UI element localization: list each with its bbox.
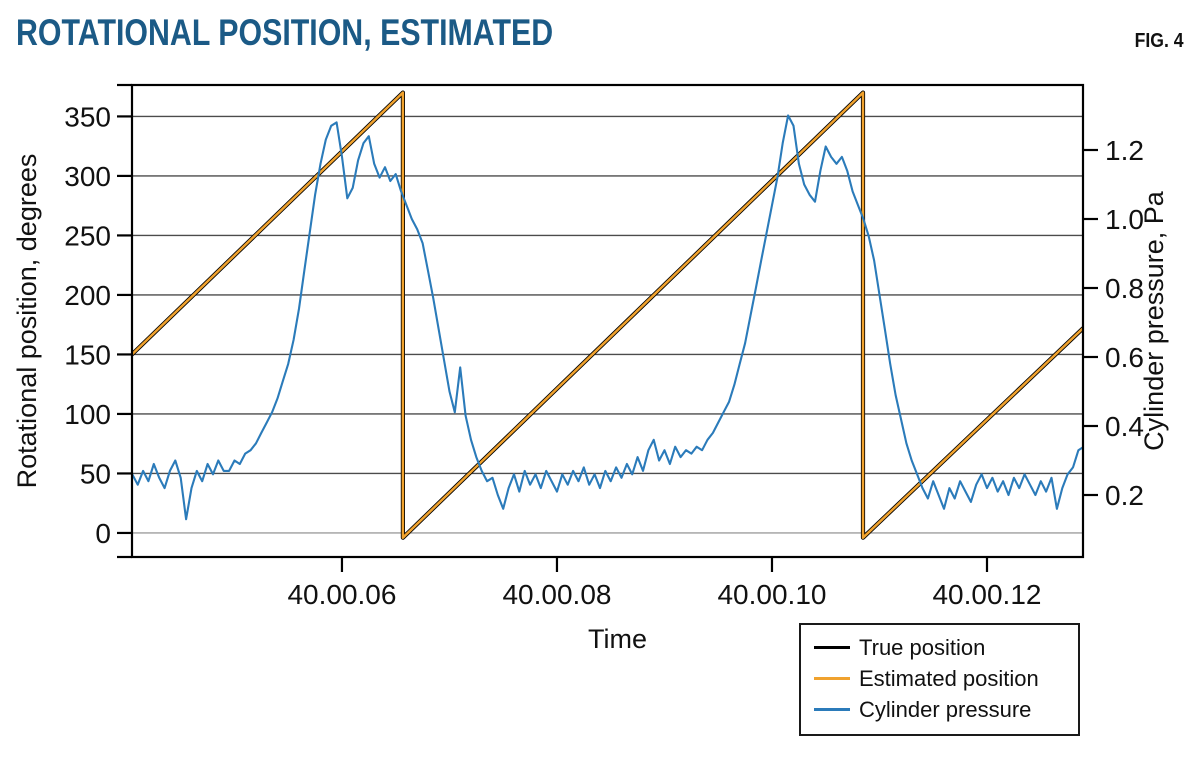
y-left-tick-label: 0: [95, 518, 111, 549]
y-left-axis-title: Rotational position, degrees: [12, 154, 42, 489]
y-right-tick-label: 0.4: [1105, 411, 1144, 442]
y-right-tick-label: 0.8: [1105, 273, 1144, 304]
y-left-tick-label: 300: [64, 161, 111, 192]
legend-line-swatch: [814, 708, 850, 711]
legend: True position Estimated position Cylinder …: [799, 623, 1080, 736]
y-right-tick-label: 0.6: [1105, 342, 1144, 373]
legend-line-swatch: [814, 677, 850, 680]
y-left-tick-label: 100: [64, 399, 111, 430]
legend-label: Cylinder pressure: [859, 696, 1032, 722]
plot-border: [130, 83, 1085, 559]
x-tick-label: 40.00.12: [932, 579, 1041, 610]
chart-title: ROTATIONAL POSITION, ESTIMATED: [16, 12, 554, 53]
figure-number: FIG. 4: [1135, 30, 1184, 52]
y-left-tick-label: 50: [80, 458, 111, 489]
x-tick-label: 40.00.10: [717, 579, 826, 610]
y-left-tick-label: 200: [64, 280, 111, 311]
legend-label: Estimated position: [859, 665, 1039, 691]
x-tick-label: 40.00.08: [502, 579, 611, 610]
series-cylinder-pressure: [132, 114, 1083, 521]
y-right-tick-label: 0.2: [1105, 480, 1144, 511]
legend-item: Cylinder pressure: [801, 694, 1078, 725]
legend-item: True position: [801, 632, 1078, 663]
y-left-tick-label: 150: [64, 339, 111, 370]
x-axis-title: Time: [588, 624, 647, 654]
y-left-tick-label: 350: [64, 101, 111, 132]
y-right-tick-label: 1.0: [1105, 204, 1144, 235]
legend-item: Estimated position: [801, 663, 1078, 694]
y-right-axis-title: Cylinder pressure, Pa: [1139, 190, 1169, 451]
x-tick-label: 40.00.06: [287, 579, 396, 610]
series-estimated-position: [132, 91, 1083, 539]
series-true-position: [132, 90, 1083, 540]
y-right-tick-label: 1.2: [1105, 135, 1144, 166]
legend-line-swatch: [814, 646, 850, 649]
y-left-tick-label: 250: [64, 220, 111, 251]
legend-label: True position: [859, 634, 986, 660]
